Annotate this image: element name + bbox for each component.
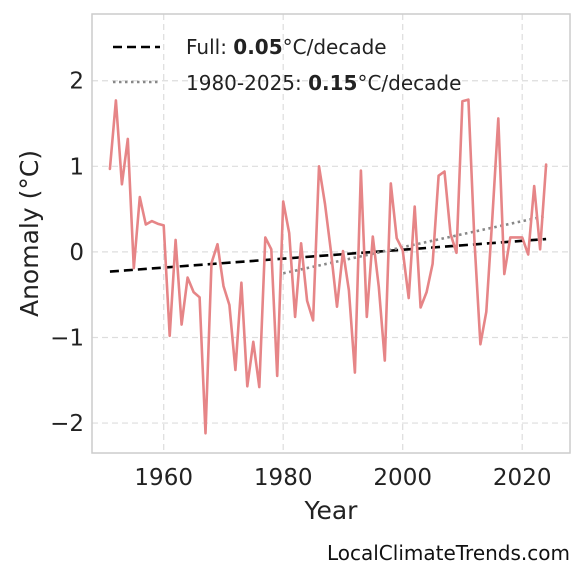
- y-tick-label: 0: [69, 240, 84, 266]
- y-tick-label: 2: [69, 69, 84, 95]
- x-tick-label: 2000: [373, 465, 432, 491]
- y-axis-title: Anomaly (°C): [15, 150, 44, 317]
- x-tick-label: 1980: [254, 465, 313, 491]
- y-tick-label: −1: [50, 325, 84, 351]
- legend-recent-trend-prefix: 1980-2025:: [186, 71, 308, 95]
- y-tick-labels: −2 −1 0 1 2: [50, 69, 84, 437]
- x-tick-label: 2020: [493, 465, 552, 491]
- y-tick-label: 1: [69, 154, 84, 180]
- anomaly-series-line: [108, 98, 548, 435]
- x-axis-title: Year: [304, 496, 359, 525]
- data-series: [108, 98, 548, 435]
- grid: [92, 14, 570, 453]
- legend-full-trend-unit: °C/decade: [283, 35, 387, 59]
- watermark: LocalClimateTrends.com: [327, 541, 570, 565]
- legend: Full: 0.05°C/decade 1980-2025: 0.15°C/de…: [113, 35, 461, 95]
- x-tick-label: 1960: [134, 465, 193, 491]
- legend-full-trend-label: Full: 0.05°C/decade: [186, 35, 387, 59]
- legend-full-trend-prefix: Full:: [186, 35, 233, 59]
- legend-recent-trend-label: 1980-2025: 0.15°C/decade: [186, 71, 461, 95]
- y-tick-label: −2: [50, 411, 84, 437]
- legend-recent-trend-value: 0.15: [308, 71, 357, 95]
- x-tick-labels: 1960 1980 2000 2020: [134, 465, 551, 491]
- legend-recent-trend-unit: °C/decade: [357, 71, 461, 95]
- plot-frame: [91, 13, 571, 454]
- legend-full-trend-value: 0.05: [233, 35, 282, 59]
